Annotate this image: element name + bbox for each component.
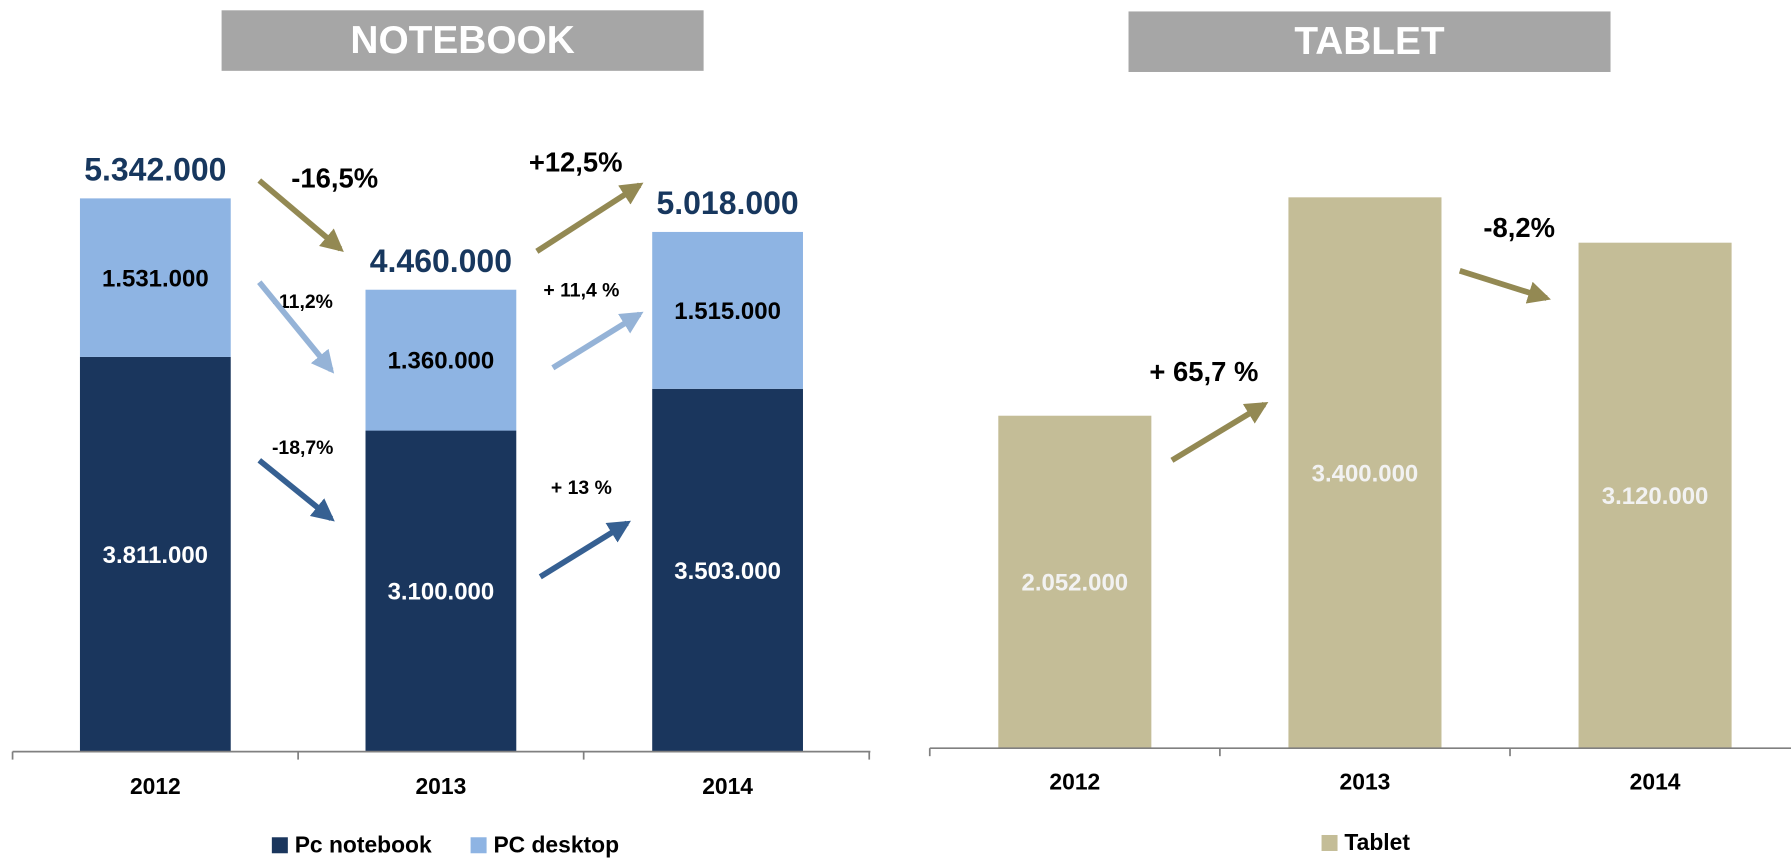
- annotation-arrow: [551, 311, 644, 371]
- legend-swatch: [1321, 834, 1338, 851]
- bar: [79, 198, 231, 357]
- annotation: + 11,4 %: [543, 279, 619, 301]
- legend-swatch: [470, 837, 487, 854]
- chart-title: NOTEBOOK: [350, 19, 574, 62]
- bar: [365, 430, 517, 752]
- chart-title: TABLET: [1294, 20, 1445, 63]
- annotation-arrow: [257, 178, 344, 252]
- bar: [365, 289, 517, 431]
- bar: [1288, 197, 1442, 749]
- x-tick-label: 2012: [130, 773, 181, 799]
- annotation: + 65,7 %: [1149, 356, 1258, 387]
- x-tick-label: 2014: [702, 773, 753, 799]
- annotation-arrow: [535, 182, 644, 254]
- x-tick-label: 2012: [1049, 769, 1100, 795]
- value-label: 3.120.000: [1602, 483, 1709, 510]
- value-label: 1.360.000: [388, 348, 495, 375]
- total-label: 5.342.000: [84, 152, 226, 188]
- bar: [1578, 242, 1732, 749]
- x-tick-label: 2013: [415, 773, 466, 799]
- x-tick-label: 2014: [1630, 769, 1681, 795]
- annotation-arrow: [257, 458, 335, 522]
- annotation: -18,7%: [272, 437, 334, 459]
- annotation: +12,5%: [529, 147, 623, 178]
- legend-label: PC desktop: [493, 831, 619, 857]
- annotation: -16,5%: [291, 163, 378, 194]
- value-label: 3.100.000: [388, 579, 495, 606]
- value-label: 1.531.000: [102, 265, 209, 292]
- value-label: 2.052.000: [1022, 570, 1129, 597]
- bar: [652, 388, 803, 752]
- total-label: 5.018.000: [656, 185, 798, 221]
- chart: TABLET 2.052.000 2012 3.400.000 2013 3.120.00…: [928, 11, 1791, 855]
- value-label: 3.400.000: [1312, 460, 1419, 487]
- title-box: [1128, 11, 1611, 72]
- x-tick-label: 2013: [1340, 769, 1391, 795]
- annotation-arrow: [1170, 401, 1269, 463]
- legend-label: Pc notebook: [295, 831, 432, 857]
- annotation: + 13 %: [551, 477, 612, 499]
- bar: [79, 356, 231, 752]
- bar: [998, 415, 1152, 749]
- value-label: 3.503.000: [674, 558, 781, 585]
- chart: NOTEBOOK 3.811.000 1.531.000 5.342.000 2012 3…: [11, 10, 871, 857]
- annotation: -11,2%: [272, 291, 332, 313]
- total-label: 4.460.000: [370, 243, 512, 279]
- annotation: -8,2%: [1483, 212, 1555, 243]
- value-label: 3.811.000: [103, 542, 208, 569]
- annotation-arrow: [538, 520, 631, 580]
- annotation-arrow: [257, 280, 335, 374]
- bar: [652, 231, 803, 389]
- value-label: 1.515.000: [674, 298, 781, 325]
- legend-swatch: [271, 837, 288, 854]
- annotation-arrow: [1458, 268, 1551, 304]
- title-box: [221, 10, 704, 71]
- legend-label: Tablet: [1344, 829, 1410, 855]
